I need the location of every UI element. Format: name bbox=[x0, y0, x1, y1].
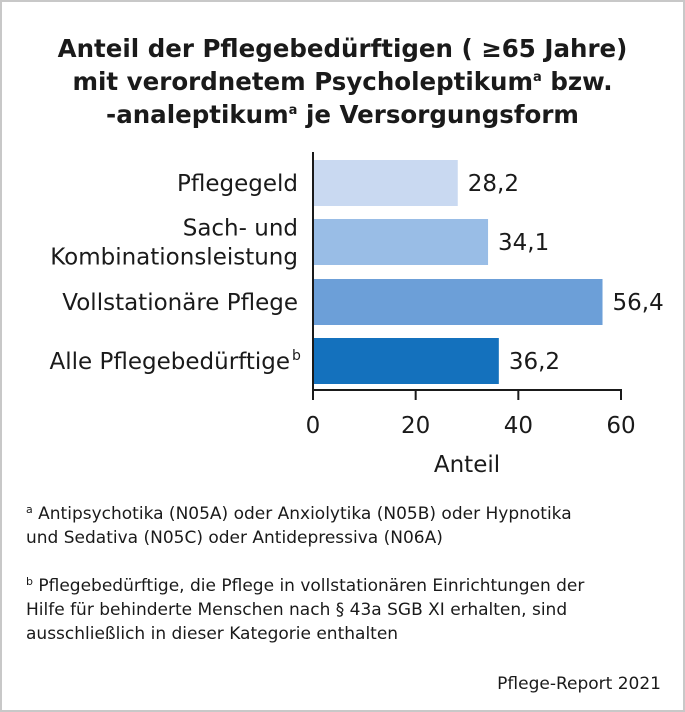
footnote-b-line-2: Hilfe für behinderte Menschen nach § 43a… bbox=[26, 600, 568, 620]
bar-1 bbox=[313, 160, 458, 206]
chart-title-line-2-tail: bzw. bbox=[541, 67, 613, 96]
chart-title-line-3: -analeptikuma je Versorgungsform bbox=[2, 98, 683, 131]
value-label-1: 28,2 bbox=[468, 171, 519, 197]
footnote-a-line-2: und Sedativa (N05C) oder Antidepressiva … bbox=[26, 528, 443, 548]
footnote-a-text: Antipsychotika (N05A) oder Anxiolytika (… bbox=[32, 504, 572, 524]
bar-4 bbox=[313, 338, 499, 384]
chart-title-line-2-text: mit verordnetem Psycholeptikum bbox=[72, 67, 534, 96]
footnote-marker-a: a bbox=[288, 103, 298, 118]
value-label-4: 36,2 bbox=[509, 349, 560, 375]
footnote-b: b Pflegebedürftige, die Pflege in vollst… bbox=[26, 574, 666, 646]
category-label-4: Alle Pflegebedürftige bbox=[50, 349, 290, 375]
category-footnote-marker-4: b bbox=[292, 348, 301, 364]
value-label-3: 56,4 bbox=[613, 290, 664, 316]
source-note: Pflege-Report 2021 bbox=[497, 674, 661, 694]
footnote-a-marker: a bbox=[26, 503, 33, 516]
chart-title-line-3-text: -analeptikum bbox=[106, 100, 289, 129]
footnote-b-marker: b bbox=[26, 575, 33, 588]
footnote-b-text: Pflegebedürftige, die Pflege in vollstat… bbox=[32, 576, 585, 596]
category-label-2-line-2: Kombinationsleistung bbox=[50, 245, 298, 271]
category-label-2-line-1: Sach- und bbox=[183, 216, 298, 242]
chart-title: Anteil der Pflegebedürftigen ( ≥65 Jahre… bbox=[2, 32, 683, 131]
x-tick-label-20: 20 bbox=[401, 413, 430, 439]
footnote-a-line-1: a Antipsychotika (N05A) oder Anxiolytika… bbox=[26, 502, 666, 526]
footnote-marker-a: a bbox=[533, 70, 542, 85]
bar-chart: 28,2 Pflegegeld 34,1 Sach- und Kombinationsl… bbox=[50, 152, 664, 478]
value-label-2: 34,1 bbox=[498, 230, 549, 256]
chart-title-line-1: Anteil der Pflegebedürftigen ( ≥65 Jahre… bbox=[57, 34, 628, 63]
footnote-b-line-3: ausschließlich in dieser Kategorie entha… bbox=[26, 624, 399, 644]
x-tick-label-60: 60 bbox=[606, 413, 635, 439]
footnote-b-line-1: b Pflegebedürftige, die Pflege in vollst… bbox=[26, 574, 666, 598]
category-label-1: Pflegegeld bbox=[177, 171, 298, 197]
x-tick-label-0: 0 bbox=[306, 413, 321, 439]
category-label-3: Vollstationäre Pflege bbox=[62, 290, 298, 316]
bar-3 bbox=[313, 279, 603, 325]
bar-2 bbox=[313, 219, 489, 265]
x-axis-title: Anteil bbox=[434, 452, 500, 478]
footnote-a: a Antipsychotika (N05A) oder Anxiolytika… bbox=[26, 502, 666, 550]
chart-title-line-3-tail: je Versorgungsform bbox=[297, 100, 579, 129]
chart-title-line-2: mit verordnetem Psycholeptikuma bzw. bbox=[2, 65, 683, 98]
x-tick-label-40: 40 bbox=[504, 413, 533, 439]
